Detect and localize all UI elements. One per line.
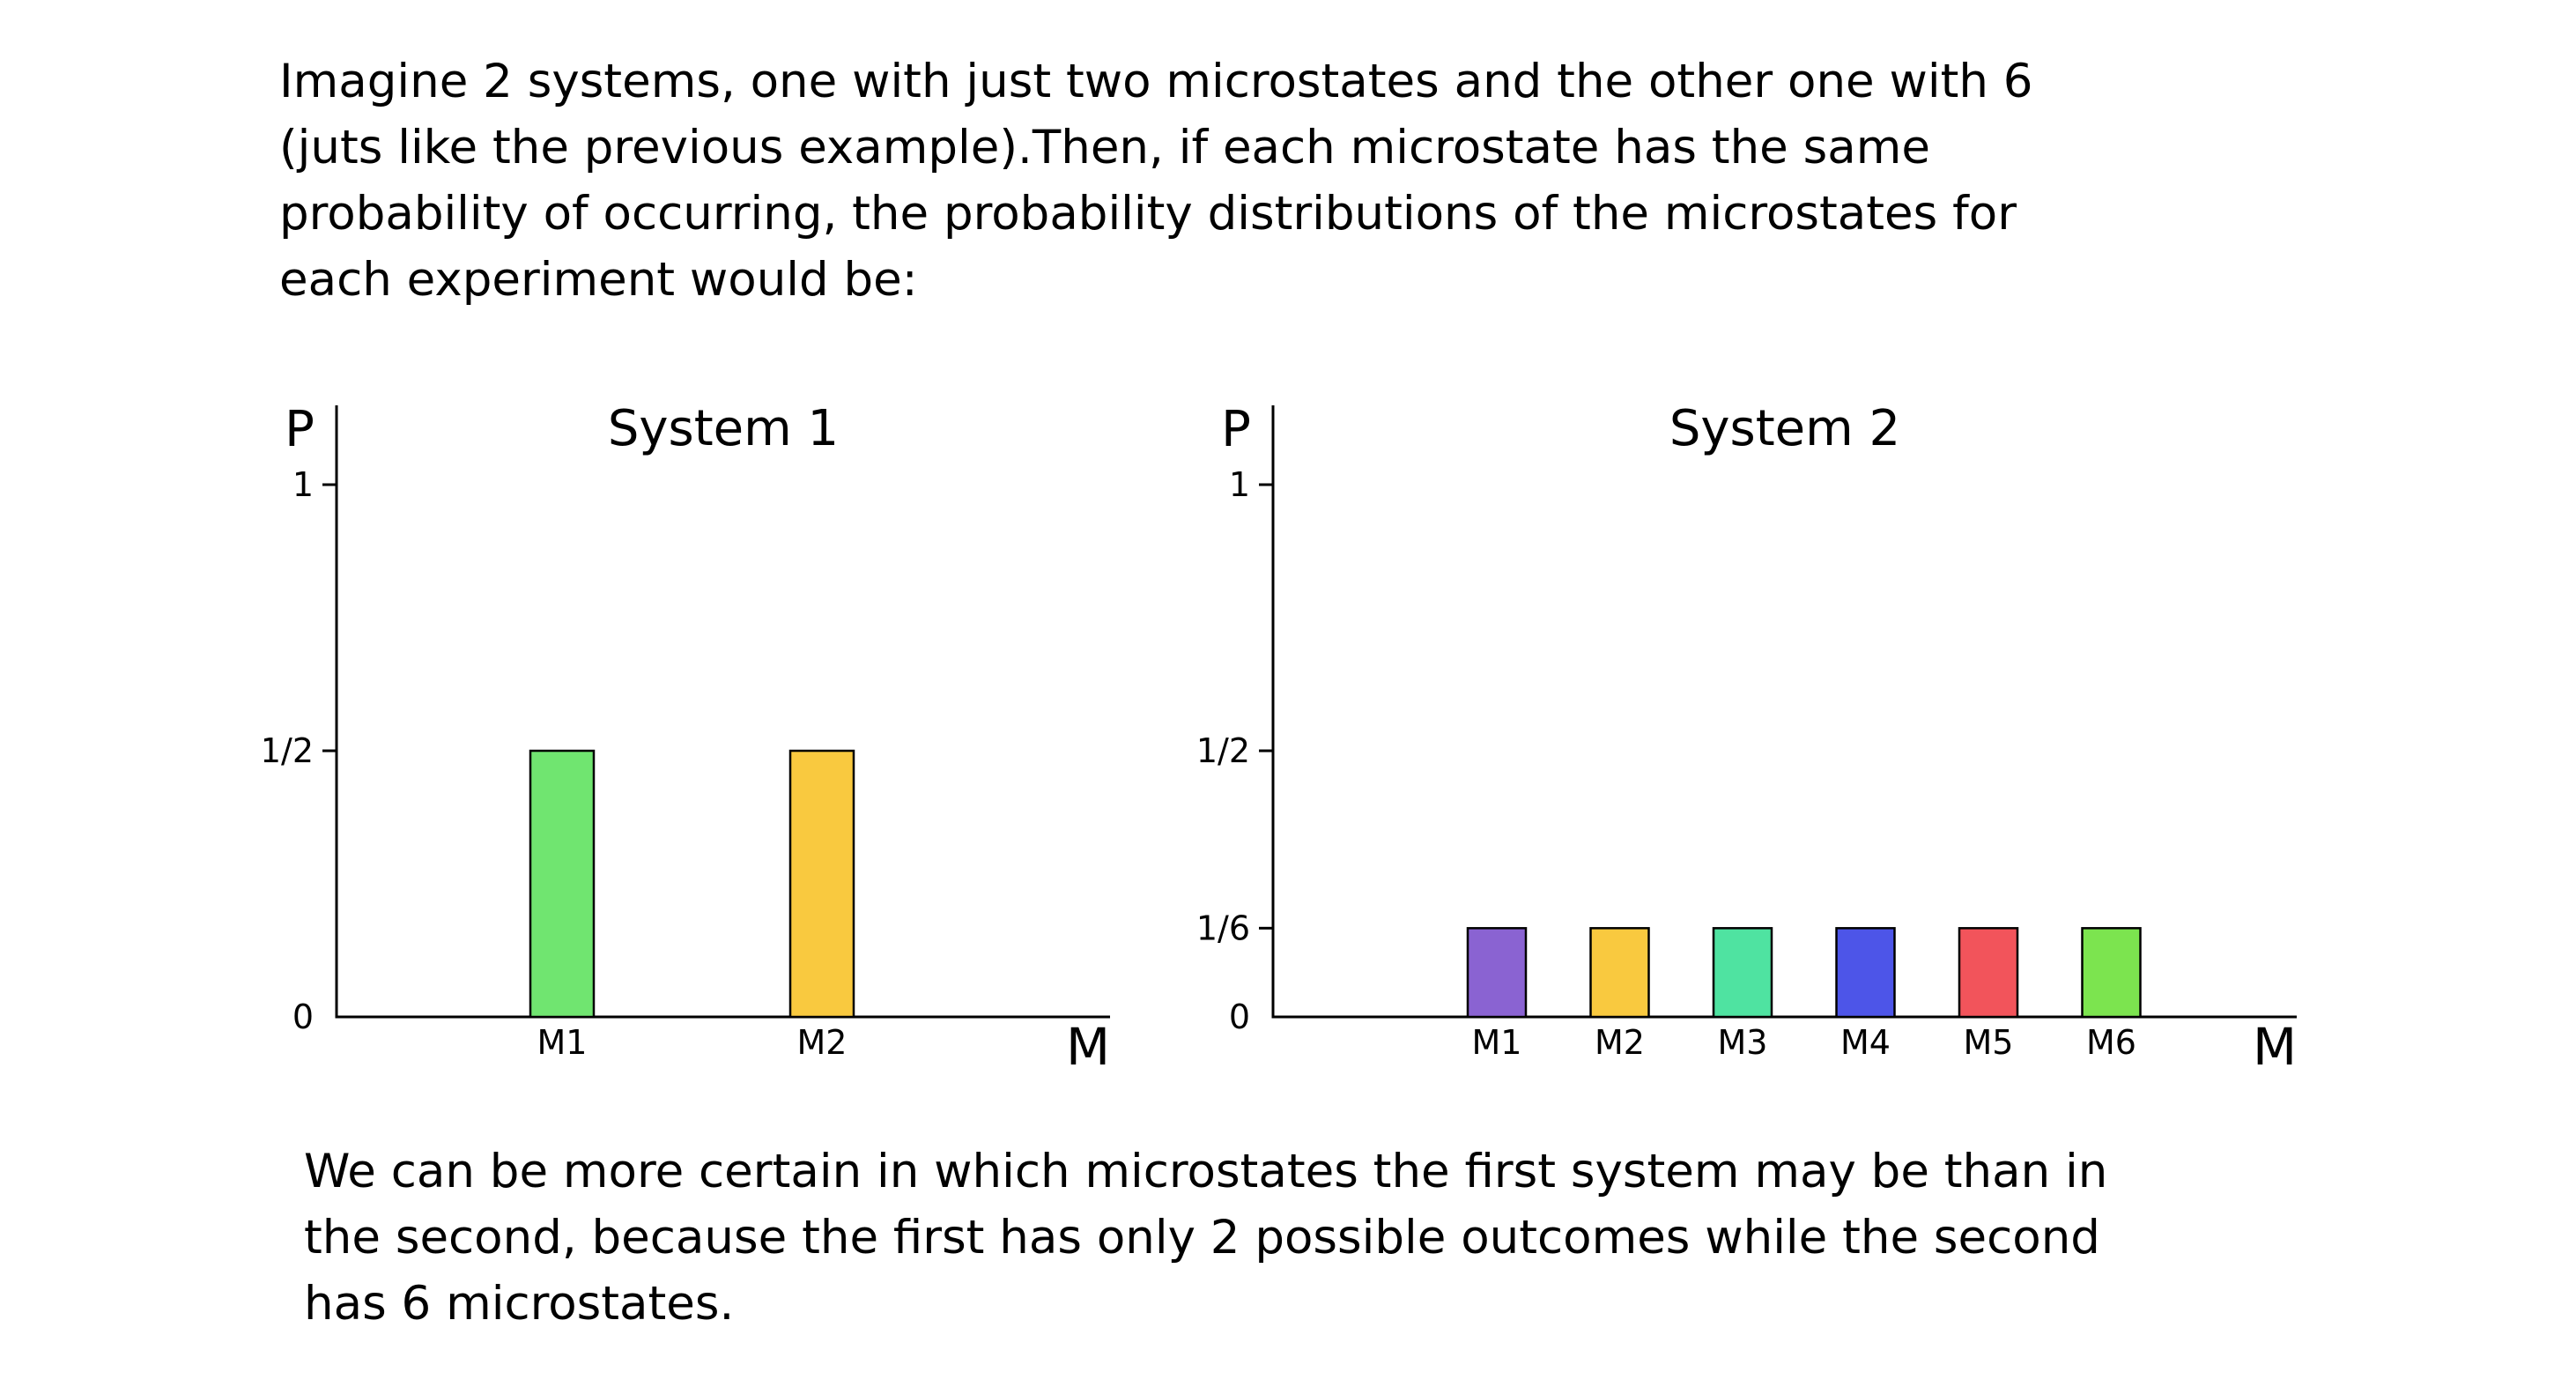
conclusion-paragraph: We can be more certain in which microsta… (304, 1145, 2108, 1331)
bar-label-M1: M1 (537, 1023, 588, 1062)
bar-M4 (1835, 927, 1896, 1019)
ytick-label: 1/2 (1198, 731, 1250, 770)
bar-M2 (788, 749, 855, 1019)
y-axis-label: P (285, 401, 315, 458)
ytick-label: 0 (1229, 998, 1250, 1036)
bar-M3 (1712, 927, 1773, 1019)
ytick-label: 1 (1229, 465, 1250, 504)
chart-canvas: System 2 P 1 1/2 1/6 0 M1 M2 M3 M4 M5 M6 M (1196, 400, 2297, 1077)
bar-label-M2: M2 (797, 1023, 848, 1062)
ytick-label: 1/2 (264, 731, 314, 770)
x-axis-label: M (1066, 1017, 1110, 1077)
bar-label-M2: M2 (1595, 1023, 1645, 1062)
intro-paragraph: Imagine 2 systems, one with just two mic… (279, 55, 2033, 307)
chart-title: System 1 (608, 400, 839, 457)
y-axis-label: P (1221, 401, 1251, 458)
bar-M2 (1589, 927, 1650, 1019)
bar-label-M4: M4 (1840, 1023, 1891, 1062)
bar-M1 (529, 749, 596, 1019)
chart-title: System 2 (1669, 400, 1900, 457)
chart-canvas: System 1 P 1 1/2 0 M1 M2 M (260, 400, 1110, 1077)
bar-label-M5: M5 (1964, 1023, 2014, 1062)
x-axis-label: M (2253, 1017, 2297, 1077)
bar-M6 (2081, 927, 2142, 1019)
system-1-chart: System 1 P 1 1/2 0 M1 M2 M (260, 379, 1154, 1114)
ytick-label: 1 (292, 465, 314, 504)
bar-label-M3: M3 (1718, 1023, 1768, 1062)
bar-label-M6: M6 (2086, 1023, 2136, 1062)
ytick-label: 0 (292, 998, 314, 1036)
system-2-chart: System 2 P 1 1/2 1/6 0 M1 M2 M3 M4 M5 M6 M (1196, 379, 2352, 1114)
bar-M5 (1958, 927, 2019, 1019)
bar-M1 (1466, 927, 1528, 1019)
ytick-label: 1/6 (1198, 909, 1250, 947)
bar-label-M1: M1 (1472, 1023, 1522, 1062)
